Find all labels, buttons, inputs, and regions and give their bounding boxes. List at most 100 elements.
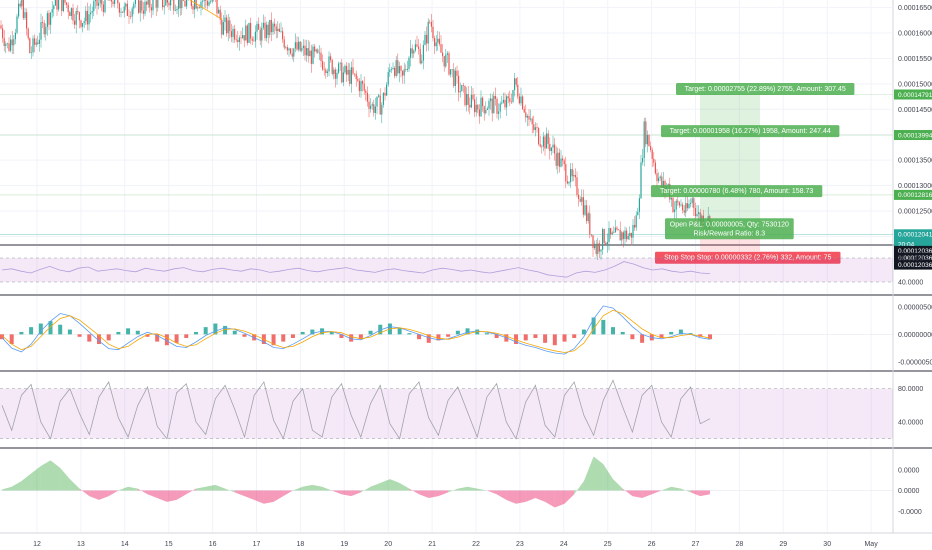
macd-histogram-bar [310, 329, 315, 335]
momentum-area [690, 490, 701, 497]
y-tick-label: -0.00000500 [898, 359, 932, 366]
x-tick-label: 18 [297, 541, 305, 548]
candle-body [446, 53, 448, 55]
macd-histogram-bar [29, 327, 34, 335]
candle-body [429, 21, 431, 23]
candle-body [456, 70, 458, 76]
candle-body [322, 61, 324, 70]
candle-body [144, 1, 146, 14]
candle-body [645, 121, 647, 145]
candle-body [405, 69, 407, 70]
x-tick-label: 17 [253, 541, 261, 548]
candle-body [602, 229, 604, 250]
candle-body [290, 48, 292, 54]
candle-body [338, 63, 340, 73]
candle-body [557, 152, 559, 166]
macd-histogram-bar [368, 330, 373, 335]
momentum-area [98, 490, 109, 500]
momentum-area [583, 456, 594, 491]
candle-body [211, 0, 213, 2]
candle-body [179, 0, 181, 9]
candle-body [166, 0, 168, 3]
candle-body [22, 0, 24, 18]
candle-body [130, 16, 132, 17]
candle-body [242, 35, 244, 39]
candle-body [440, 44, 442, 53]
candle-body [157, 0, 159, 8]
candle-body [384, 92, 386, 96]
candle-body [610, 228, 612, 235]
candle-body [653, 158, 655, 163]
candle-body [357, 78, 359, 81]
trade-annotation-text: Target: 0.00001958 (16.27%) 1958, Amount… [670, 128, 831, 135]
x-tick-label: 25 [604, 541, 612, 548]
candle-body [344, 65, 346, 73]
y-tick-label: 0.00015500 [898, 56, 932, 63]
price-badge-label: 0.00012041 [898, 232, 932, 239]
candle-body [221, 19, 223, 35]
trade-annotation-text: Stop Stop Stop: 0.00000332 (2.76%) 332, … [664, 255, 831, 262]
candle-body [219, 9, 221, 20]
candle-body [643, 121, 645, 159]
candle-body [222, 22, 224, 35]
candle-body [170, 0, 172, 6]
indicator-band [0, 388, 893, 439]
x-tick-label: 30 [823, 541, 831, 548]
candle-body [0, 25, 2, 29]
candle-body [694, 208, 696, 217]
price-badge [894, 229, 932, 240]
candle-body [554, 144, 556, 154]
candle-body [302, 45, 304, 48]
momentum-area [564, 490, 575, 504]
candle-body [190, 0, 192, 7]
candle-body [133, 3, 135, 9]
candle-body [533, 124, 535, 131]
candle-body [597, 243, 599, 254]
momentum-area [292, 486, 303, 491]
macd-histogram-bar [678, 329, 683, 335]
candle-body [88, 14, 90, 25]
candle-body [264, 22, 266, 39]
momentum-area [31, 465, 41, 491]
y-tick-label: 0.00015000 [898, 81, 932, 88]
macd-histogram-bar [349, 334, 354, 342]
price-badge [894, 252, 932, 263]
candle-body [67, 4, 69, 13]
candle-body [314, 46, 316, 52]
x-tick-label: 15 [165, 541, 173, 548]
candle-body [648, 135, 650, 147]
candle-body [614, 227, 616, 233]
candle-body [682, 204, 684, 211]
price-badge [894, 239, 932, 249]
candle-body [317, 49, 319, 53]
candle-body [478, 109, 480, 117]
candle-body [208, 1, 210, 6]
candle-body [659, 176, 661, 178]
candle-body [334, 69, 336, 79]
candle-body [75, 11, 77, 25]
candle-body [141, 0, 143, 11]
candle-body [453, 69, 455, 87]
candle-body [531, 118, 533, 125]
macd-histogram-bar [436, 334, 441, 341]
trade-annotation-box [655, 251, 841, 264]
candle-body [50, 12, 52, 25]
candle-body [94, 0, 96, 2]
candle-body [549, 143, 551, 151]
y-tick-label: 0.0000 [898, 467, 920, 474]
candle-body [678, 202, 680, 206]
momentum-area [671, 486, 681, 491]
momentum-area [593, 456, 604, 491]
momentum-area [195, 486, 206, 491]
candle-body [336, 72, 338, 79]
candle-body [182, 0, 184, 1]
candle-body [619, 229, 621, 241]
x-tick-label: 24 [560, 541, 568, 548]
candle-body [202, 0, 204, 2]
macd-histogram-bar [688, 333, 693, 335]
macd-histogram-bar [242, 334, 247, 337]
candle-body [523, 109, 525, 113]
candle-body [534, 127, 536, 131]
x-tick-label: 16 [209, 541, 217, 548]
